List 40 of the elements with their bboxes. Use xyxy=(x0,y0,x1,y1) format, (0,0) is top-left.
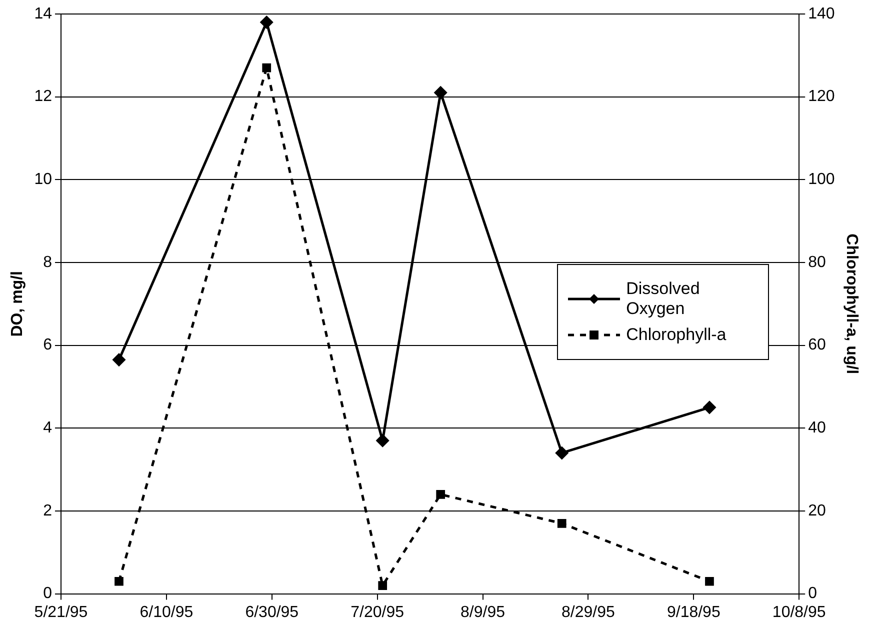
point xyxy=(705,576,714,586)
x-tick-label: 6/30/95 xyxy=(245,604,299,621)
point xyxy=(378,581,388,590)
legend-label: Dissolved Oxygen xyxy=(626,278,701,319)
point xyxy=(376,434,389,447)
y-tick-label: 6 xyxy=(43,336,52,354)
y-tick-label: 4 xyxy=(43,420,52,437)
y-tick-label: 2 xyxy=(43,502,52,520)
x-tick-label: 7/20/95 xyxy=(350,604,404,621)
legend-label: Chlorophyll-a xyxy=(626,324,726,345)
y-tick-label: 12 xyxy=(34,88,52,106)
y2-tick-label: 100 xyxy=(808,171,835,188)
y2-tick-label: 120 xyxy=(808,88,835,106)
point xyxy=(556,446,568,460)
point xyxy=(112,354,126,366)
y-tick-label: 10 xyxy=(34,171,52,188)
y-tick-label: 14 xyxy=(34,5,52,22)
y2-tick-label: 20 xyxy=(808,502,826,520)
y2-axis-title: Chlorophyll-a, ug/l xyxy=(842,234,860,374)
y-tick-label: 0 xyxy=(43,585,52,602)
point xyxy=(260,16,273,29)
y2-tick-label: 140 xyxy=(808,5,835,22)
point xyxy=(114,576,124,586)
x-tick-label: 10/8/95 xyxy=(772,604,826,621)
point xyxy=(434,86,447,99)
point xyxy=(703,401,716,414)
point xyxy=(436,490,446,499)
y2-tick-label: 60 xyxy=(808,336,826,354)
point xyxy=(557,518,566,528)
y2-tick-label: 0 xyxy=(808,585,818,602)
x-tick-label: 6/10/95 xyxy=(140,604,194,621)
y-axis-title: DO, mg/l xyxy=(9,271,26,337)
x-tick-label: 8/9/95 xyxy=(460,604,506,621)
x-tick-label: 5/21/95 xyxy=(34,604,88,621)
x-tick-label: 8/29/95 xyxy=(562,604,616,621)
x-tick-label: 9/18/95 xyxy=(666,604,720,621)
y2-tick-label: 80 xyxy=(808,254,826,271)
point xyxy=(262,63,272,72)
y-tick-label: 8 xyxy=(43,254,52,271)
y2-tick-label: 40 xyxy=(808,420,826,437)
